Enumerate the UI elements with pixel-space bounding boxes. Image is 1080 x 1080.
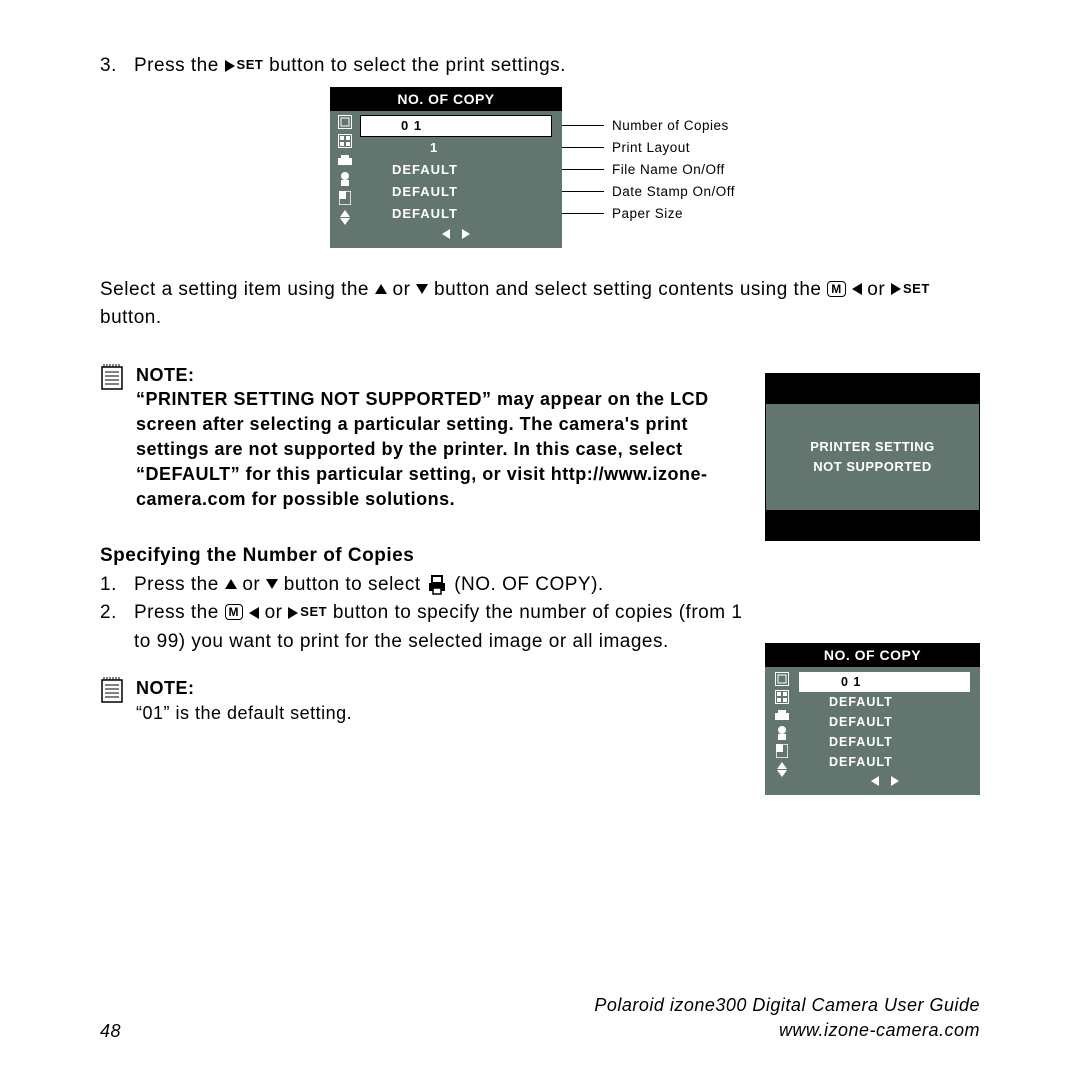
lcd2-nav bbox=[799, 772, 970, 793]
step3-line: 3. Press the SET button to select the pr… bbox=[100, 52, 980, 81]
error-line1: PRINTER SETTING bbox=[810, 437, 935, 457]
layout-icon bbox=[338, 134, 352, 148]
filename-icon bbox=[775, 708, 789, 722]
note2-body: “01” is the default setting. bbox=[136, 701, 352, 726]
lcd2-row: 0 1 bbox=[799, 672, 970, 692]
lcd2-title: NO. OF COPY bbox=[765, 643, 980, 667]
note2-text: NOTE: “01” is the default setting. bbox=[136, 676, 352, 726]
callout-label: Paper Size bbox=[612, 206, 683, 221]
step3-pre: Press the bbox=[134, 55, 225, 76]
note2: NOTE: “01” is the default setting. bbox=[100, 676, 745, 726]
right-triangle-icon bbox=[288, 607, 298, 619]
set-label: SET bbox=[903, 281, 930, 296]
lcd2-row: DEFAULT bbox=[799, 692, 970, 712]
lcd2-row: DEFAULT bbox=[799, 712, 970, 732]
updown-icon bbox=[777, 762, 787, 777]
lcd2-values: 0 1 DEFAULT DEFAULT DEFAULT DEFAULT bbox=[799, 667, 980, 795]
lcd2-row: DEFAULT bbox=[799, 752, 970, 772]
down-triangle-icon bbox=[416, 284, 428, 294]
lcd2-row: DEFAULT bbox=[799, 732, 970, 752]
copies-icon bbox=[338, 115, 352, 129]
select-setting-para: Select a setting item using the or butto… bbox=[100, 276, 980, 333]
callout-label: Number of Copies bbox=[612, 118, 729, 133]
datestamp-icon bbox=[775, 726, 789, 740]
up-triangle-icon bbox=[375, 284, 387, 294]
up-triangle-icon bbox=[225, 579, 237, 589]
right-triangle-icon bbox=[225, 60, 235, 72]
lcd1-row: DEFAULT bbox=[360, 203, 552, 225]
notepad-icon bbox=[100, 363, 124, 512]
copies-step2: 2. Press the M or SET button to specify … bbox=[100, 599, 745, 656]
lcd1-values: 0 1 1 DEFAULT DEFAULT DEFAULT bbox=[360, 111, 562, 248]
copies-step1: 1. Press the or button to select (NO. OF… bbox=[100, 571, 745, 600]
lcd1-body: 0 1 1 DEFAULT DEFAULT DEFAULT bbox=[330, 111, 562, 248]
m-button-icon: M bbox=[225, 604, 244, 620]
left-triangle-icon bbox=[852, 283, 862, 295]
lcd1-diagram: NO. OF COPY 0 1 1 DEFAULT DEFAULT DEFAUL… bbox=[330, 87, 980, 248]
lcd1-screen: NO. OF COPY 0 1 1 DEFAULT DEFAULT DEFAUL… bbox=[330, 87, 562, 248]
lcd2-icon-col bbox=[765, 667, 799, 795]
page-footer: 48 Polaroid izone300 Digital Camera User… bbox=[100, 993, 980, 1042]
error-lcd: PRINTER SETTING NOT SUPPORTED bbox=[765, 373, 980, 541]
step3-text: Press the SET button to select the print… bbox=[134, 52, 566, 81]
subheading: Specifying the Number of Copies bbox=[100, 545, 980, 567]
note1: NOTE: “PRINTER SETTING NOT SUPPORTED” ma… bbox=[100, 363, 745, 512]
m-button-icon: M bbox=[827, 281, 846, 297]
note1-text: NOTE: “PRINTER SETTING NOT SUPPORTED” ma… bbox=[136, 363, 745, 512]
notepad-icon bbox=[100, 676, 124, 726]
copies-icon bbox=[775, 672, 789, 686]
layout-icon bbox=[775, 690, 789, 704]
printer-icon bbox=[426, 573, 448, 595]
papersize-icon bbox=[775, 744, 789, 758]
callouts: Number of Copies Print Layout File Name … bbox=[562, 87, 735, 248]
lcd1-icon-col bbox=[330, 111, 360, 248]
set-label: SET bbox=[300, 604, 327, 619]
set-label: SET bbox=[237, 57, 264, 72]
callout-label: Date Stamp On/Off bbox=[612, 184, 735, 199]
down-triangle-icon bbox=[266, 579, 278, 589]
lcd1-row: DEFAULT bbox=[360, 181, 552, 203]
note2-label: NOTE: bbox=[136, 676, 352, 701]
lcd2-screen: NO. OF COPY 0 1 DEFAULT DEFAULT DEFAULT … bbox=[765, 643, 980, 795]
page-number: 48 bbox=[100, 1021, 121, 1042]
step3-num: 3. bbox=[100, 52, 134, 81]
papersize-icon bbox=[338, 191, 352, 205]
filename-icon bbox=[338, 153, 352, 167]
note1-body: “PRINTER SETTING NOT SUPPORTED” may appe… bbox=[136, 387, 745, 511]
callout-label: File Name On/Off bbox=[612, 162, 725, 177]
lcd1-nav bbox=[360, 225, 552, 246]
left-triangle-icon bbox=[249, 607, 259, 619]
updown-icon bbox=[340, 210, 350, 225]
datestamp-icon bbox=[338, 172, 352, 186]
lcd1-row: 1 bbox=[360, 137, 552, 159]
step3-post: button to select the print settings. bbox=[263, 55, 566, 76]
lcd1-title: NO. OF COPY bbox=[330, 87, 562, 111]
footer-url: www.izone-camera.com bbox=[594, 1018, 980, 1042]
footer-title: Polaroid izone300 Digital Camera User Gu… bbox=[594, 993, 980, 1017]
right-triangle-icon bbox=[891, 283, 901, 295]
lcd1-row: DEFAULT bbox=[360, 159, 552, 181]
lcd1-row: 0 1 bbox=[360, 115, 552, 137]
note1-label: NOTE: bbox=[136, 363, 745, 388]
callout-label: Print Layout bbox=[612, 140, 690, 155]
error-line2: NOT SUPPORTED bbox=[813, 457, 931, 477]
